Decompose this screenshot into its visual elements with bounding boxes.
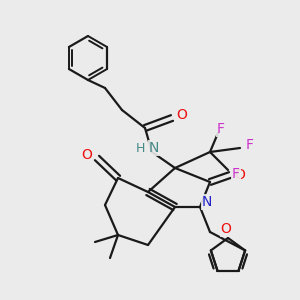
Text: N: N	[149, 141, 159, 155]
Text: F: F	[232, 167, 240, 181]
Text: N: N	[202, 195, 212, 209]
Text: O: O	[235, 168, 245, 182]
Text: F: F	[246, 138, 254, 152]
Text: O: O	[177, 108, 188, 122]
Text: O: O	[82, 148, 92, 162]
Text: H: H	[135, 142, 145, 154]
Text: F: F	[217, 122, 225, 136]
Text: O: O	[220, 222, 231, 236]
